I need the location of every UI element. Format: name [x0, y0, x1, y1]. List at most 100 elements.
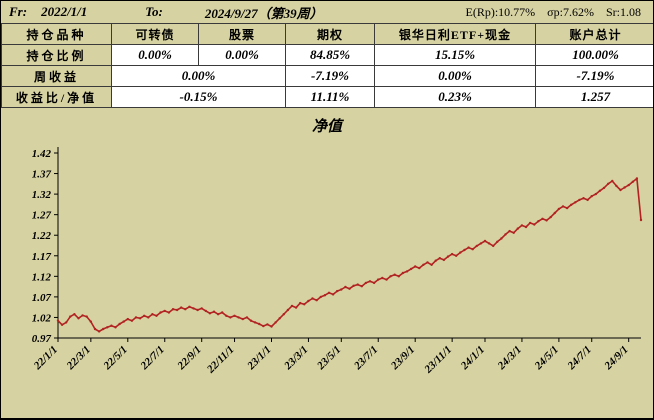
- data-point-marker: [352, 284, 355, 287]
- x-tick-label: 22/9/1: [175, 344, 204, 373]
- data-point-marker: [533, 223, 536, 226]
- x-tick-label: 24/7/1: [565, 344, 594, 373]
- data-point-marker: [496, 240, 499, 243]
- cell-weekly-return-etf-cash: 0.00%: [374, 65, 536, 87]
- data-point-marker: [570, 203, 573, 206]
- data-point-marker: [216, 313, 220, 316]
- data-point-marker: [414, 265, 417, 268]
- data-point-marker: [134, 316, 138, 319]
- cell-ratio-stocks: 0.00%: [198, 44, 286, 66]
- data-point-marker: [639, 218, 643, 222]
- data-point-marker: [138, 317, 142, 320]
- data-point-marker: [241, 317, 244, 321]
- y-tick-label: 1.12: [32, 271, 52, 283]
- data-point-marker: [155, 314, 158, 317]
- data-point-marker: [65, 321, 68, 324]
- table-row-position-ratio: 持仓比例 0.00% 0.00% 84.85% 15.15% 100.00%: [1, 44, 653, 66]
- data-point-marker: [450, 252, 454, 256]
- holdings-table: 持仓品种 可转债 股票 期权 银华日利ETF+现金 账户总计 持仓比例 0.00…: [1, 23, 653, 108]
- data-point-marker: [97, 330, 101, 333]
- data-point-marker: [253, 321, 257, 324]
- portfolio-stats: E(Rp):10.77% σp:7.62% Sr:1.08: [466, 5, 645, 20]
- cell-weekly-return-options: -7.19%: [285, 65, 375, 87]
- col-header-stocks: 股票: [198, 23, 286, 45]
- data-point-marker: [368, 280, 372, 283]
- expected-return-stat: E(Rp):10.77%: [465, 4, 536, 19]
- data-point-marker: [336, 289, 339, 293]
- data-point-marker: [602, 186, 606, 190]
- data-point-marker: [475, 244, 478, 248]
- data-point-marker: [266, 323, 269, 326]
- period-info-bar: Fr: 2022/1/1 To: 2024/9/27（第39周） E(Rp):1…: [1, 1, 653, 23]
- data-point-marker: [184, 308, 187, 311]
- table-row-return-ratio-nav: 收益比/净值 -0.15% 11.11% 0.23% 1.257: [1, 86, 653, 108]
- data-point-marker: [262, 324, 265, 328]
- data-point-marker: [270, 325, 273, 328]
- data-point-marker: [405, 270, 409, 273]
- data-point-marker: [204, 309, 207, 313]
- x-tick-label: 24/5/1: [532, 344, 561, 373]
- row-label-holding-type: 持仓品种: [1, 23, 112, 45]
- sigma-stat: σp:7.62%: [547, 4, 594, 19]
- x-tick-label: 24/1/1: [458, 344, 487, 373]
- data-point-marker: [467, 246, 470, 249]
- data-point-marker: [89, 320, 93, 323]
- data-point-marker: [356, 283, 359, 286]
- data-point-marker: [159, 311, 162, 314]
- data-point-marker: [106, 326, 109, 329]
- data-point-marker: [175, 308, 179, 312]
- data-point-marker: [290, 304, 294, 308]
- row-label-weekly-return: 周收益: [1, 65, 112, 87]
- x-tick-label: 24/9/1: [602, 344, 631, 373]
- data-point-marker: [512, 231, 515, 234]
- data-point-marker: [598, 189, 602, 192]
- data-point-marker: [442, 258, 446, 262]
- data-point-marker: [348, 287, 351, 290]
- data-point-marker: [163, 309, 166, 313]
- data-point-marker: [69, 315, 72, 318]
- data-point-marker: [196, 308, 199, 312]
- data-point-marker: [418, 266, 421, 270]
- x-tick-label: 24/3/1: [495, 344, 524, 373]
- data-point-marker: [249, 319, 253, 322]
- cell-weekly-return-account-total: -7.19%: [535, 65, 653, 87]
- cell-return-ratio-bond-stock: -0.15%: [111, 86, 286, 108]
- data-point-marker: [331, 293, 335, 296]
- data-point-marker: [623, 186, 626, 189]
- data-point-marker: [594, 192, 597, 196]
- y-tick-label: 1.17: [32, 251, 52, 263]
- col-header-etf-cash: 银华日利ETF+现金: [374, 23, 536, 45]
- row-label-return-ratio-nav: 收益比/净值: [1, 86, 112, 108]
- data-point-marker: [303, 303, 306, 306]
- data-point-marker: [307, 299, 310, 303]
- cell-ratio-options: 84.85%: [285, 44, 375, 66]
- data-point-marker: [389, 275, 392, 278]
- y-tick-label: 1.02: [32, 312, 52, 324]
- data-point-marker: [147, 316, 150, 319]
- data-point-marker: [590, 195, 593, 198]
- data-point-marker: [282, 313, 285, 316]
- data-point-marker: [212, 310, 216, 313]
- data-point-marker: [286, 308, 290, 312]
- data-point-marker: [528, 221, 532, 225]
- data-point-marker: [122, 320, 125, 323]
- data-point-marker: [364, 281, 368, 285]
- sharpe-ratio-stat: Sr:1.08: [605, 4, 641, 19]
- data-point-marker: [126, 317, 129, 321]
- x-tick-label: 22/7/1: [138, 344, 167, 373]
- data-point-marker: [118, 322, 121, 326]
- data-point-marker: [372, 281, 376, 285]
- from-label: Fr:: [9, 4, 28, 19]
- data-point-marker: [188, 305, 191, 308]
- data-point-marker: [130, 319, 134, 322]
- y-tick-label: 1.07: [32, 292, 52, 304]
- y-tick-label: 1.42: [32, 148, 52, 160]
- data-point-marker: [438, 257, 441, 260]
- data-point-marker: [77, 317, 80, 320]
- data-point-marker: [229, 316, 232, 319]
- data-point-marker: [294, 306, 298, 309]
- data-point-marker: [245, 316, 249, 319]
- data-point-marker: [180, 306, 183, 309]
- data-point-marker: [422, 263, 425, 266]
- data-point-marker: [221, 311, 224, 314]
